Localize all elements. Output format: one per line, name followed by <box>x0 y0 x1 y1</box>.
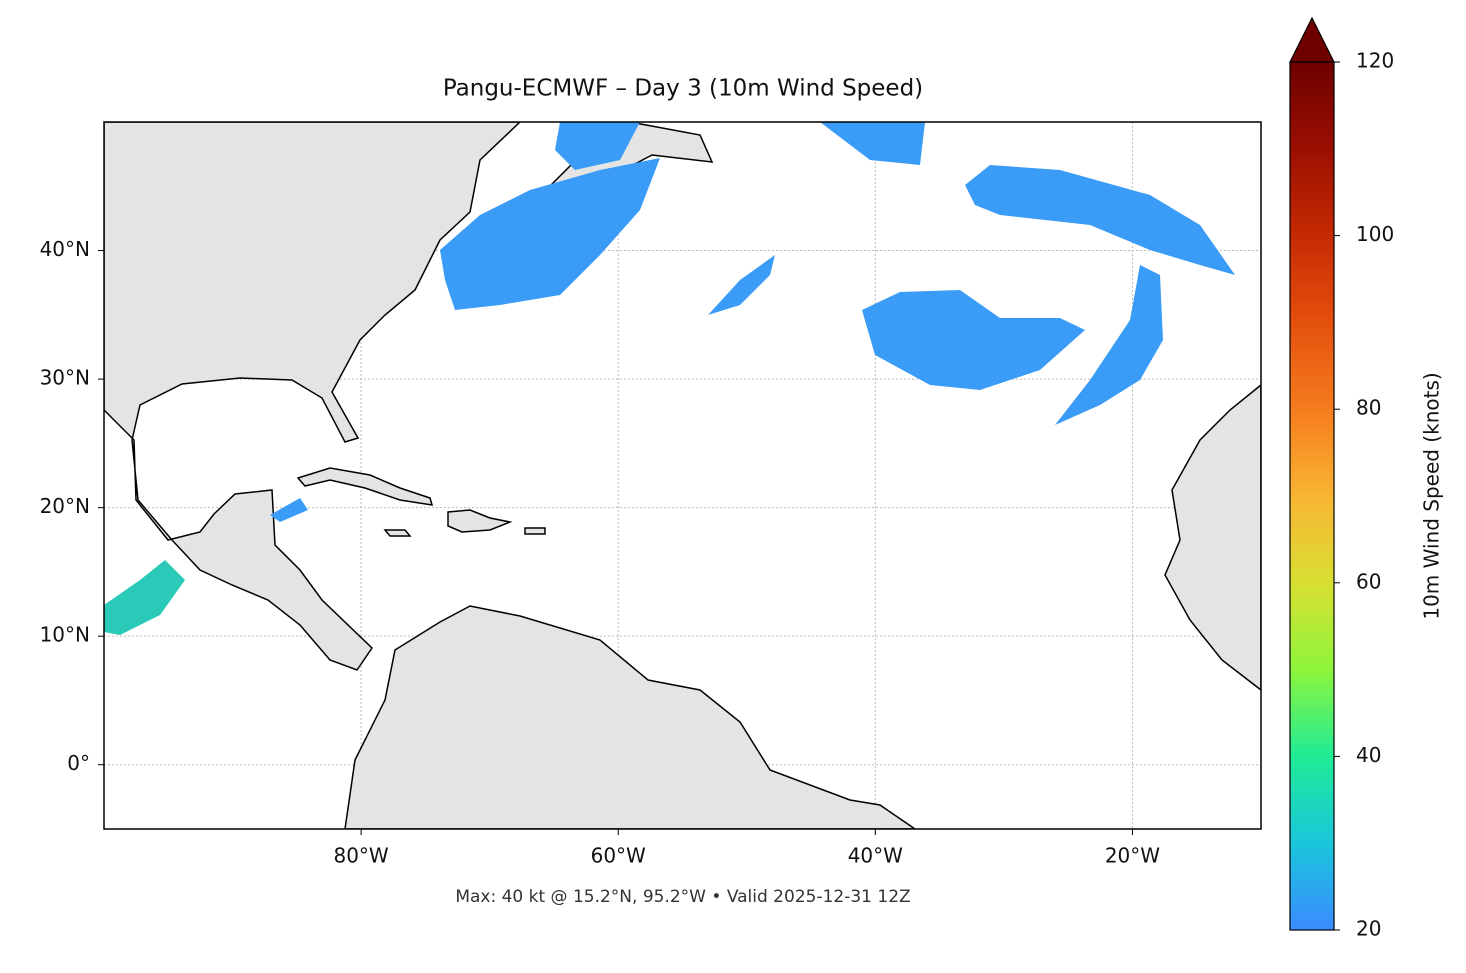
wind-area <box>708 255 775 315</box>
wind-area <box>1055 265 1163 425</box>
wind-area <box>820 122 925 165</box>
x-tick-label: 20°W <box>1105 844 1160 868</box>
colorbar-tick-label: 80 <box>1356 396 1381 420</box>
hispaniola <box>447 509 513 533</box>
colorbar-tick-label: 60 <box>1356 569 1381 593</box>
africa <box>1164 384 1261 691</box>
colorbar-extend <box>1289 16 1335 63</box>
wind-area <box>555 122 640 170</box>
colorbar-tick-label: 120 <box>1356 49 1394 73</box>
y-tick-label: 30°N <box>40 366 90 390</box>
y-tick-label: 0° <box>67 751 90 775</box>
footer: Max: 40 kt @ 15.2°N, 95.2°W • Valid 2025… <box>455 887 910 907</box>
y-tick-label: 20°N <box>40 494 90 518</box>
colorbar-tick-label: 40 <box>1356 743 1381 767</box>
colorbar-tick-label: 100 <box>1356 222 1394 246</box>
cuba <box>296 467 434 506</box>
wind-area <box>965 165 1235 275</box>
y-tick-label: 10°N <box>40 623 90 647</box>
map-frame <box>103 121 1262 830</box>
colorbar-label: 10m Wind Speed (knots) <box>1420 372 1444 619</box>
axis-ticks: 80°W 60°W 40°W 20°W 40°N 30°N 20°N 10°N 0° <box>40 237 1161 867</box>
wind-area <box>270 498 308 522</box>
jamaica <box>383 529 412 537</box>
wind-area <box>862 290 1085 390</box>
map-area <box>104 122 1261 829</box>
colorbar-tick-label: 20 <box>1356 917 1381 941</box>
puerto-rico <box>524 527 546 535</box>
colorbar-scale <box>1289 61 1335 931</box>
x-tick-label: 60°W <box>591 844 646 868</box>
colorbar: 10m Wind Speed (knots) 20 40 60 80 100 120 <box>1289 16 1444 941</box>
map-title: Pangu-ECMWF – Day 3 (10m Wind Speed) <box>443 76 923 102</box>
north-america <box>104 122 522 671</box>
wind-area <box>104 560 185 635</box>
wind-area <box>440 158 660 310</box>
y-tick-label: 40°N <box>40 237 90 261</box>
south-america <box>344 605 917 829</box>
x-tick-label: 40°W <box>848 844 903 868</box>
x-tick-label: 80°W <box>333 844 388 868</box>
